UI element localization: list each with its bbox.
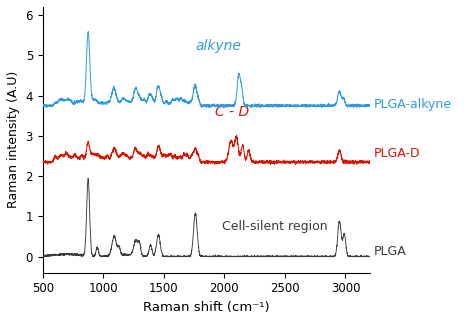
Text: PLGA: PLGA xyxy=(374,245,406,258)
Text: C - D: C - D xyxy=(215,105,249,119)
X-axis label: Raman shift (cm⁻¹): Raman shift (cm⁻¹) xyxy=(143,301,270,314)
Text: Cell-silent region: Cell-silent region xyxy=(222,220,328,233)
Text: PLGA-D: PLGA-D xyxy=(374,147,420,160)
Text: alkyne: alkyne xyxy=(195,39,241,53)
Y-axis label: Raman intensity (A.U): Raman intensity (A.U) xyxy=(7,71,20,208)
Text: PLGA-alkyne: PLGA-alkyne xyxy=(374,98,451,111)
